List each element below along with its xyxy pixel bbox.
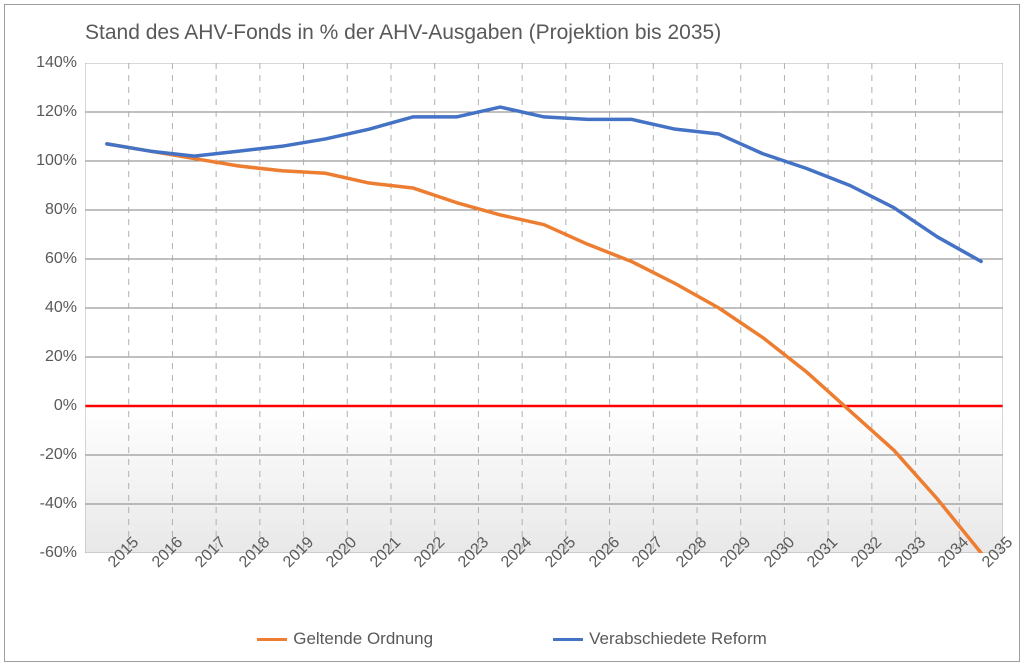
chart-title: Stand des AHV-Fonds in % der AHV-Ausgabe… xyxy=(85,21,721,45)
y-tick-label: 20% xyxy=(45,348,85,366)
legend-item-0: Geltende Ordnung xyxy=(257,629,433,649)
chart-frame: Stand des AHV-Fonds in % der AHV-Ausgabe… xyxy=(4,4,1020,662)
legend-swatch-1 xyxy=(553,638,583,641)
legend-label-1: Verabschiedete Reform xyxy=(589,629,767,649)
y-tick-label: -40% xyxy=(40,495,85,513)
legend-swatch-0 xyxy=(257,638,287,641)
y-tick-label: 140% xyxy=(36,54,85,72)
y-tick-label: 120% xyxy=(36,103,85,121)
y-tick-label: 100% xyxy=(36,152,85,170)
plot-area: -60%-40%-20%0%20%40%60%80%100%120%140%20… xyxy=(85,63,1003,553)
y-tick-label: 40% xyxy=(45,299,85,317)
y-tick-label: 80% xyxy=(45,201,85,219)
y-tick-label: -60% xyxy=(40,544,85,562)
y-tick-label: 0% xyxy=(54,397,85,415)
legend: Geltende Ordnung Verabschiedete Reform xyxy=(5,629,1019,649)
legend-item-1: Verabschiedete Reform xyxy=(553,629,767,649)
y-tick-label: 60% xyxy=(45,250,85,268)
legend-label-0: Geltende Ordnung xyxy=(293,629,433,649)
plot-svg xyxy=(85,63,1003,553)
y-tick-label: -20% xyxy=(40,446,85,464)
